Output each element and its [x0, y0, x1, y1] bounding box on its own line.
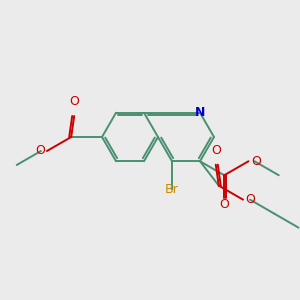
Text: O: O [245, 193, 255, 206]
Text: O: O [219, 198, 229, 211]
Text: O: O [211, 144, 221, 157]
Text: O: O [69, 95, 79, 108]
Text: O: O [251, 155, 261, 168]
Text: O: O [35, 145, 45, 158]
Text: Br: Br [165, 183, 179, 196]
Text: N: N [195, 106, 205, 119]
